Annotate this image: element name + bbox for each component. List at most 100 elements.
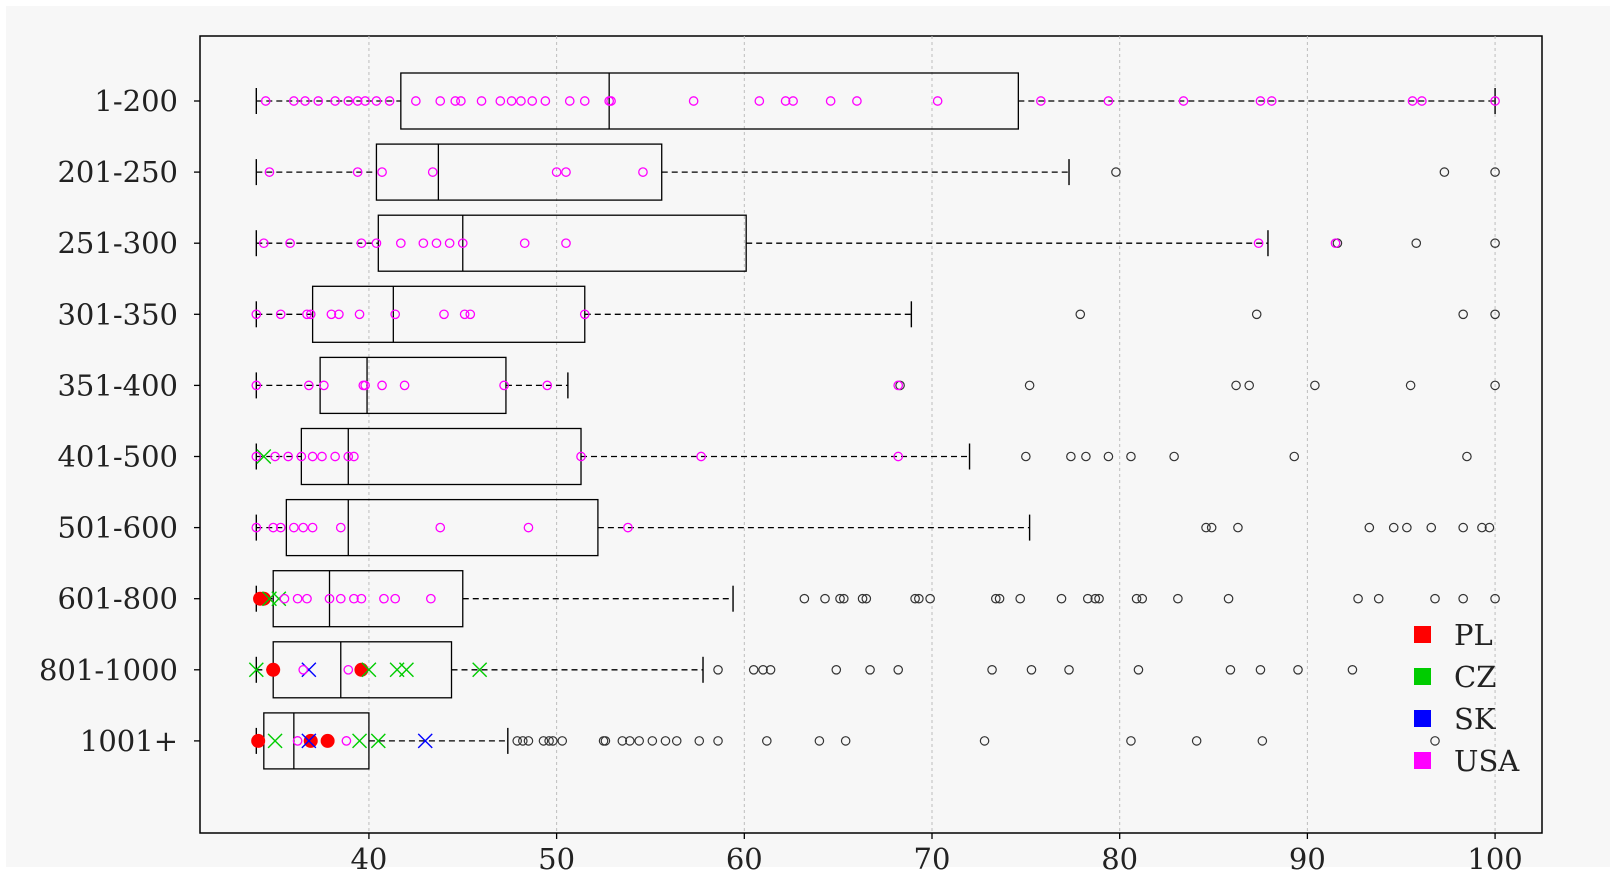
usa-point (444, 238, 455, 249)
usa-point (354, 309, 365, 320)
outlier-point (1233, 522, 1243, 533)
usa-point (302, 309, 312, 320)
usa-point (579, 309, 590, 320)
outlier-point (831, 664, 842, 675)
usa-point (343, 96, 354, 106)
outlier-point (1126, 451, 1136, 462)
usa-point (1490, 96, 1500, 106)
outlier-point (1364, 522, 1375, 533)
usa-point (352, 167, 363, 177)
usa-point (418, 238, 429, 249)
y-tick-label: 601-800 (57, 582, 178, 616)
usa-point (390, 593, 401, 604)
outlier-point (1293, 664, 1303, 675)
usa-point (576, 451, 586, 462)
outlier-point (893, 664, 904, 675)
usa-point (360, 96, 371, 106)
usa-point (279, 593, 290, 604)
outlier-point (1458, 309, 1468, 320)
outlier-point (1388, 522, 1399, 533)
outlier-point (1462, 451, 1472, 462)
outlier-point (1490, 167, 1500, 177)
outlier-point (835, 593, 845, 604)
outlier-point (625, 736, 635, 746)
outlier-point (1075, 309, 1086, 320)
cz-point (352, 733, 368, 749)
outlier-point (1064, 664, 1074, 675)
outlier-point (1082, 593, 1093, 604)
outlier-point (748, 664, 759, 675)
x-tick-label: 70 (914, 842, 951, 873)
usa-point (324, 593, 335, 604)
x-tick-label: 50 (538, 842, 575, 873)
usa-point (1103, 96, 1114, 106)
outlier-point (840, 736, 851, 746)
usa-point (435, 96, 446, 106)
outlier-point (1257, 736, 1268, 746)
cz-point (256, 449, 272, 464)
outlier-point (1255, 664, 1266, 675)
pl-point (266, 662, 281, 677)
y-tick-label: 1001+ (80, 724, 178, 758)
outlier-point (1131, 593, 1142, 604)
outlier-point (713, 664, 723, 675)
iqr-box (400, 72, 1019, 130)
legend: PL CZ SK USA (1414, 618, 1520, 778)
usa-point (319, 380, 329, 391)
usa-point (523, 522, 534, 533)
usa-point (893, 451, 904, 462)
x-tick-label: 100 (1467, 842, 1522, 873)
outlier-point (1310, 380, 1320, 391)
usa-point (561, 238, 571, 249)
iqr-box (377, 214, 747, 272)
usa-point (326, 309, 337, 320)
outlier-point (1458, 593, 1468, 604)
outlier-point (1411, 238, 1422, 248)
usa-point (275, 522, 286, 533)
outlier-point (544, 736, 554, 746)
outlier-point (1490, 380, 1500, 391)
usa-point (638, 167, 648, 177)
usa-point (371, 96, 382, 106)
usa-point (360, 380, 371, 391)
usa-point (788, 96, 798, 106)
usa-point (377, 380, 387, 391)
outlier-point (548, 736, 558, 746)
usa-point (317, 451, 327, 462)
usa-point (439, 309, 449, 320)
cz-point (398, 662, 414, 678)
y-tick-label: 801-1000 (39, 653, 178, 687)
usa-point (1178, 96, 1189, 106)
cz-point (361, 662, 377, 678)
usa-point (1253, 238, 1264, 249)
usa-point (292, 593, 303, 604)
boxes-layer (255, 72, 1500, 770)
usa-point (275, 309, 286, 320)
outlier-point (557, 736, 568, 746)
usa-point (341, 736, 352, 746)
outlier-point (1026, 664, 1037, 675)
iqr-box (285, 498, 599, 557)
outlier-point (1056, 593, 1067, 604)
outlier-point (1347, 664, 1358, 675)
usa-point (379, 593, 389, 604)
x-tick-label: 80 (1101, 842, 1138, 873)
outlier-point (765, 664, 776, 675)
usa-point (1255, 96, 1266, 106)
usa-point (305, 309, 316, 320)
usa-point (283, 451, 294, 462)
usa-point (427, 167, 438, 177)
outlier-point (1111, 167, 1121, 177)
outlier-point (538, 736, 549, 746)
usa-point (330, 451, 340, 462)
outlier-point (1103, 451, 1114, 462)
pl-point (354, 662, 369, 677)
usa-point (356, 238, 367, 249)
y-tick-label: 1-200 (94, 84, 178, 118)
plot-area (199, 35, 1543, 834)
outlier-point (713, 736, 723, 746)
usa-point (516, 96, 526, 106)
outlier-point (979, 736, 990, 746)
outlier-point (647, 736, 658, 746)
usa-point (356, 593, 367, 604)
